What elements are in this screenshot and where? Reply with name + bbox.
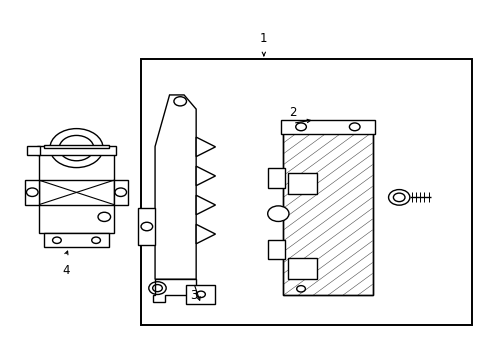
Bar [140, 59, 471, 325]
Text: 1: 1 [260, 32, 267, 45]
Bar [267, 240, 284, 259]
Polygon shape [196, 137, 215, 157]
Bar [44, 233, 109, 247]
Bar [287, 258, 316, 279]
Circle shape [59, 135, 94, 161]
Circle shape [267, 206, 288, 221]
Bar [267, 168, 284, 188]
Bar [39, 152, 114, 233]
Polygon shape [196, 224, 215, 244]
Text: 2: 2 [288, 106, 296, 119]
Polygon shape [152, 279, 196, 302]
Bar [114, 180, 127, 204]
Polygon shape [196, 166, 215, 186]
Polygon shape [138, 208, 155, 245]
Text: 4: 4 [62, 264, 69, 277]
Bar [283, 132, 372, 295]
Polygon shape [196, 195, 215, 215]
Text: 3: 3 [190, 289, 197, 302]
Bar [27, 146, 41, 155]
Bar [280, 120, 374, 134]
Bar [37, 146, 116, 155]
Bar [44, 145, 109, 148]
Bar [25, 180, 39, 204]
Bar [283, 132, 372, 295]
Bar [283, 132, 372, 295]
Circle shape [50, 129, 103, 168]
Polygon shape [155, 95, 196, 279]
Bar [186, 284, 215, 304]
Bar [287, 173, 316, 194]
